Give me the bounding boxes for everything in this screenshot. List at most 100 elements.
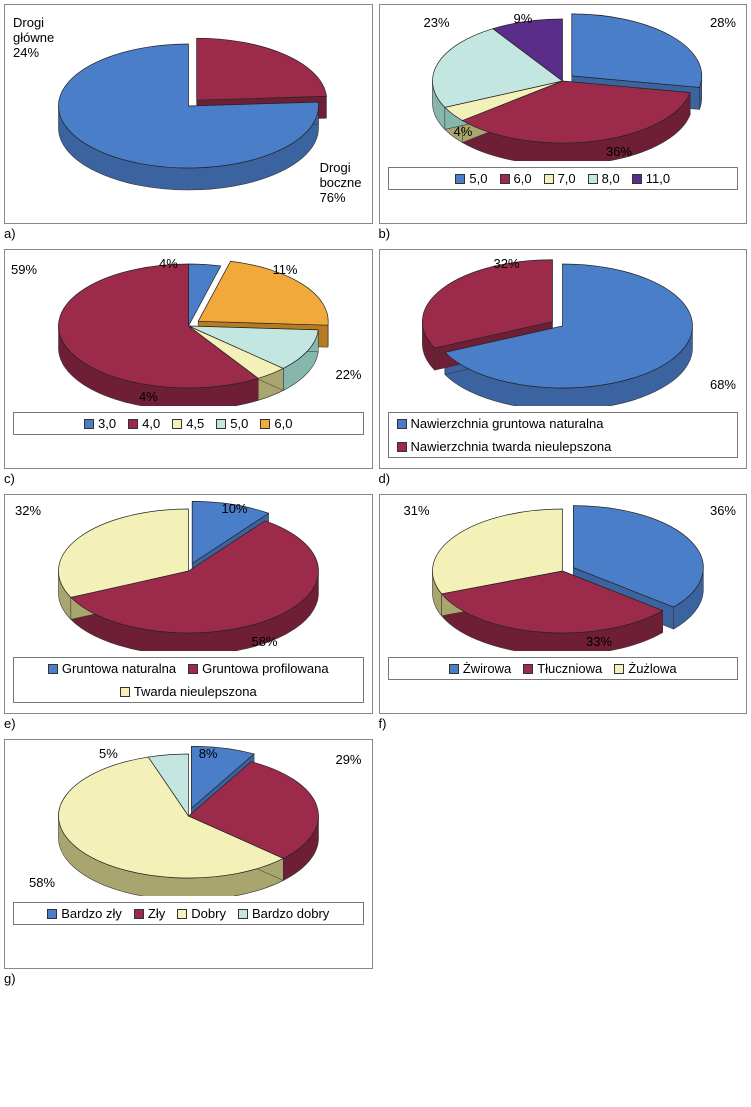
pie-data-label: 10% [221,501,247,516]
legend-item: Nawierzchnia gruntowa naturalna [397,416,604,431]
pie-data-label: 32% [494,256,520,271]
chart-box: 4% 22% 11% 4% 59% 3,0 4,0 4,5 5,0 6,0 [4,249,373,469]
empty-cell [379,739,748,988]
legend-item: 4,0 [128,416,160,431]
chart-legend: Gruntowa naturalna Gruntowa profilowana Tw… [13,657,364,703]
pie-data-label: 4% [159,256,178,271]
pie-data-label: 36% [710,503,736,518]
legend-label: Bardzo zły [61,906,122,921]
legend-item: Tłuczniowa [523,661,602,676]
pie-data-label: 4% [139,389,158,404]
legend-item: 7,0 [544,171,576,186]
legend-item: Nawierzchnia twarda nieulepszona [397,439,612,454]
pie-data-label: 11% [272,262,297,277]
pie-data-label: 33% [586,634,612,649]
chart-cell-e: 10% 58% 32% Gruntowa naturalna Gruntowa prof… [4,494,373,733]
legend-swatch [397,442,407,452]
legend-label: Twarda nieulepszona [134,684,257,699]
pie-data-label: 28% [710,15,736,30]
chart-box: Drogi główne 24% Drogi boczne 76% [4,4,373,224]
pie-area: 10% 58% 32% [9,501,368,651]
legend-swatch [455,174,465,184]
legend-swatch [260,419,270,429]
chart-legend: 3,0 4,0 4,5 5,0 6,0 [13,412,364,435]
legend-label: Bardzo dobry [252,906,329,921]
chart-box: 36%33%31%ŻwirowaTłuczniowaŻużlowa [379,494,748,714]
legend-label: 6,0 [274,416,292,431]
legend-item: Gruntowa naturalna [48,661,176,676]
legend-label: 4,5 [186,416,204,431]
chart-cell-b: 28%36%4%23%9%5,06,07,08,011,0b) [379,4,748,243]
chart-cell-c: 4% 22% 11% 4% 59% 3,0 4,0 4,5 5,0 6,0 c) [4,249,373,488]
pie-data-label: 5% [99,746,118,761]
chart-box: 28%36%4%23%9%5,06,07,08,011,0 [379,4,748,224]
panel-label: a) [4,226,373,241]
legend-swatch [128,419,138,429]
pie-data-label: 22% [335,367,361,382]
pie3d [12,256,365,406]
pie-data-label: 32% [15,503,41,518]
panel-label: c) [4,471,373,486]
legend-item: 11,0 [632,171,670,186]
pie-area: 4% 22% 11% 4% 59% [9,256,368,406]
pie-data-label: 8% [199,746,218,761]
legend-swatch [177,909,187,919]
pie-area: 8% 29% 58% 5% [9,746,368,896]
legend-label: Gruntowa naturalna [62,661,176,676]
legend-item: 4,5 [172,416,204,431]
charts-grid: Drogi główne 24% Drogi boczne 76% a) 28% 36%… [4,4,747,988]
pie-data-label: 31% [404,503,430,518]
legend-item: Dobry [177,906,226,921]
legend-item: 5,0 [455,171,487,186]
legend-swatch [397,419,407,429]
pie-data-label: Drogi główne 24% [13,15,54,60]
legend-item: 3,0 [84,416,116,431]
chart-cell-g: 8% 29% 58% 5% Bardzo zły Zły Dobry Bardzo dobry… [4,739,373,988]
legend-swatch [523,664,533,674]
chart-legend: Nawierzchnia gruntowa naturalna Nawierzch… [388,412,739,458]
legend-label: 3,0 [98,416,116,431]
legend-swatch [614,664,624,674]
legend-label: Gruntowa profilowana [202,661,328,676]
legend-item: Zły [134,906,165,921]
chart-box: 8% 29% 58% 5% Bardzo zły Zły Dobry Bardzo dobry [4,739,373,969]
legend-label: 5,0 [230,416,248,431]
pie-data-label: 68% [710,377,736,392]
chart-cell-d: 68%32%Nawierzchnia gruntowa naturalnaNaw… [379,249,748,488]
pie-area: Drogi główne 24% Drogi boczne 76% [9,11,368,211]
panel-label: f) [379,716,748,731]
pie-slice-top [572,14,702,88]
pie-data-label: 29% [335,752,361,767]
chart-box: 68%32%Nawierzchnia gruntowa naturalnaNaw… [379,249,748,469]
chart-box: 10% 58% 32% Gruntowa naturalna Gruntowa prof… [4,494,373,714]
chart-cell-a: Drogi główne 24% Drogi boczne 76% a) [4,4,373,243]
chart-legend: ŻwirowaTłuczniowaŻużlowa [388,657,739,680]
legend-swatch [47,909,57,919]
legend-swatch [500,174,510,184]
legend-label: Zły [148,906,165,921]
pie3d [386,11,739,161]
panel-label: e) [4,716,373,731]
legend-swatch [632,174,642,184]
pie-data-label: 4% [454,124,473,139]
legend-swatch [544,174,554,184]
legend-swatch [84,419,94,429]
legend-swatch [188,664,198,674]
chart-legend: Bardzo zły Zły Dobry Bardzo dobry [13,902,364,925]
legend-swatch [216,419,226,429]
legend-item: Gruntowa profilowana [188,661,328,676]
legend-label: 6,0 [514,171,532,186]
panel-label: g) [4,971,373,986]
pie-data-label: 59% [11,262,37,277]
legend-label: 7,0 [558,171,576,186]
pie-data-label: Drogi boczne 76% [320,160,362,205]
legend-item: Żwirowa [449,661,511,676]
pie-data-label: 58% [29,875,55,890]
pie-data-label: 58% [251,634,277,649]
pie3d [12,11,365,211]
legend-label: 5,0 [469,171,487,186]
pie-data-label: 36% [606,144,632,159]
legend-label: 8,0 [602,171,620,186]
pie-area: 28%36%4%23%9% [384,11,743,161]
legend-label: Nawierzchnia twarda nieulepszona [411,439,612,454]
